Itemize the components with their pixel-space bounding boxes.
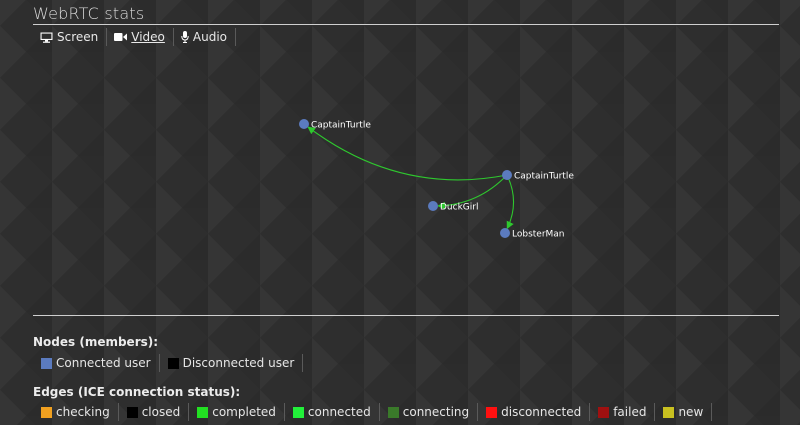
edges-legend-heading: Edges (ICE connection status): [33, 385, 241, 399]
connected-swatch [292, 406, 304, 418]
legend-label: closed [141, 405, 181, 419]
tab-audio[interactable]: Audio [174, 28, 236, 46]
graph-node-1[interactable]: CaptainTurtle [502, 170, 574, 182]
legend-label: connecting [402, 405, 470, 419]
node-label: CaptainTurtle [311, 121, 371, 131]
disconnected-swatch [486, 406, 498, 418]
legend-label: disconnected [501, 405, 582, 419]
legend-completed: completed [189, 403, 285, 421]
legend-disconnected: disconnected [478, 403, 591, 421]
node-label: DuckGirl [440, 203, 478, 213]
node-dot[interactable] [502, 170, 512, 180]
node-label: CaptainTurtle [514, 172, 574, 182]
legend-label: Disconnected user [182, 356, 295, 370]
graph-node-2[interactable]: DuckGirl [428, 201, 478, 213]
disconnected-user-swatch [167, 357, 179, 369]
header-divider [33, 24, 779, 25]
legend-connecting: connecting [380, 403, 479, 421]
node-label: LobsterMan [512, 230, 565, 240]
tab-screen-label: Screen [57, 30, 99, 44]
node-dot[interactable] [299, 119, 309, 129]
node-dot[interactable] [500, 228, 510, 238]
nodes-legend: Connected user Disconnected user [33, 354, 304, 372]
legend-label: new [678, 405, 704, 419]
edges-legend: checking closed completed connected conn… [33, 403, 713, 421]
closed-swatch [126, 406, 138, 418]
legend-label: completed [212, 405, 276, 419]
nodes-legend-heading: Nodes (members): [33, 335, 159, 349]
graph-node-0[interactable]: CaptainTurtle [299, 119, 371, 131]
connected-user-swatch [41, 357, 52, 369]
legend-checking: checking [33, 403, 119, 421]
completed-swatch [197, 406, 209, 418]
graph-edge-2 [506, 174, 515, 230]
graph-node-3[interactable]: LobsterMan [500, 228, 565, 240]
legend-disconnected-user: Disconnected user [160, 354, 304, 372]
checking-swatch [41, 406, 52, 418]
legend-connected-user: Connected user [33, 354, 160, 372]
node-dot[interactable] [428, 201, 438, 211]
tab-video[interactable]: Video [107, 28, 174, 46]
tab-audio-label: Audio [192, 30, 227, 44]
monitor-icon [40, 32, 53, 43]
legend-new: new [655, 403, 713, 421]
connection-graph[interactable]: CaptainTurtle CaptainTurtle DuckGirl Lobste… [0, 48, 800, 310]
video-camera-icon [114, 33, 128, 41]
microphone-icon [181, 31, 189, 43]
legend-closed: closed [119, 403, 190, 421]
graph-edge-1 [437, 174, 508, 210]
failed-swatch [598, 406, 610, 418]
legend-label: connected [307, 405, 371, 419]
page-title: WebRTC stats [33, 4, 145, 23]
legend-failed: failed [590, 403, 656, 421]
legend-label: checking [56, 405, 110, 419]
tab-video-label: Video [131, 30, 165, 44]
new-swatch [663, 406, 675, 418]
graph-divider [33, 315, 779, 316]
legend-connected: connected [285, 403, 380, 421]
media-tabs: Screen Video Audio [33, 28, 236, 46]
legend-label: Connected user [56, 356, 151, 370]
connecting-swatch [387, 406, 399, 418]
legend-label: failed [613, 405, 647, 419]
tab-screen[interactable]: Screen [33, 28, 108, 46]
graph-edge-0 [307, 126, 508, 181]
